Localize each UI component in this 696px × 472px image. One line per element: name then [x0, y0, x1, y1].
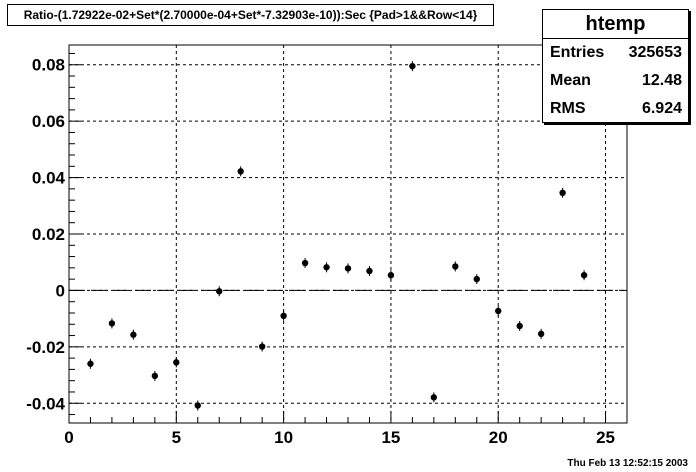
- stats-box: htemp Entries 325653 Mean 12.48 RMS 6.92…: [542, 9, 689, 123]
- y-tick-label: -0.02: [26, 338, 65, 357]
- stats-histogram-name: htemp: [543, 10, 688, 39]
- y-axis-labels: -0.04 -0.02 0 0.02 0.04 0.06 0.08: [26, 56, 65, 414]
- data-point: [173, 359, 180, 366]
- data-point: [409, 62, 416, 70]
- data-point: [559, 189, 566, 197]
- data-point: [87, 360, 94, 367]
- data-point: [301, 259, 309, 267]
- data-point: [516, 322, 523, 330]
- stats-row-mean: Mean 12.48: [543, 67, 688, 95]
- data-point: [323, 264, 330, 271]
- x-axis-labels: 0 5 10 15 20 25: [64, 428, 615, 447]
- x-tick-label: 20: [489, 428, 508, 447]
- data-point: [130, 331, 137, 338]
- y-tick-label: 0: [56, 281, 65, 300]
- data-point: [151, 372, 159, 380]
- data-point: [580, 271, 588, 279]
- x-tick-label: 10: [274, 428, 293, 447]
- data-point: [280, 312, 287, 320]
- data-point: [194, 402, 201, 409]
- data-point: [495, 307, 502, 315]
- stats-entries-label: Entries: [550, 44, 605, 61]
- stats-rms-label: RMS: [550, 100, 586, 117]
- data-point: [258, 343, 266, 350]
- y-tick-label: -0.04: [26, 394, 65, 413]
- data-point: [344, 265, 352, 272]
- data-point: [430, 394, 438, 401]
- data-points: [87, 61, 588, 411]
- stats-row-rms: RMS 6.924: [543, 95, 688, 123]
- x-tick-label: 25: [596, 428, 615, 447]
- x-tick-label: 15: [381, 428, 400, 447]
- stats-mean-value: 12.48: [641, 72, 682, 89]
- stats-row-entries: Entries 325653: [543, 39, 688, 67]
- plot-title: Ratio-(1.72922e-02+Set*(2.70000e-04+Set*…: [7, 4, 494, 26]
- y-tick-label: 0.08: [32, 56, 65, 75]
- stats-rms-value: 6.924: [641, 100, 682, 117]
- data-point: [216, 288, 223, 295]
- stats-entries-value: 325653: [628, 44, 682, 61]
- stats-mean-label: Mean: [550, 72, 591, 89]
- data-point: [452, 263, 459, 270]
- y-tick-label: 0.06: [32, 112, 65, 131]
- y-tick-label: 0.02: [32, 225, 65, 244]
- axis-ticks: [68, 52, 628, 423]
- data-point: [108, 320, 116, 327]
- data-point: [473, 275, 480, 283]
- x-tick-label: 5: [172, 428, 181, 447]
- data-point: [366, 267, 373, 275]
- x-tick-label: 0: [64, 428, 73, 447]
- timestamp-footer: Thu Feb 13 12:52:15 2003: [567, 458, 688, 469]
- y-tick-label: 0.04: [32, 169, 66, 188]
- data-point: [387, 271, 395, 279]
- data-point: [237, 168, 244, 175]
- data-point: [537, 330, 545, 338]
